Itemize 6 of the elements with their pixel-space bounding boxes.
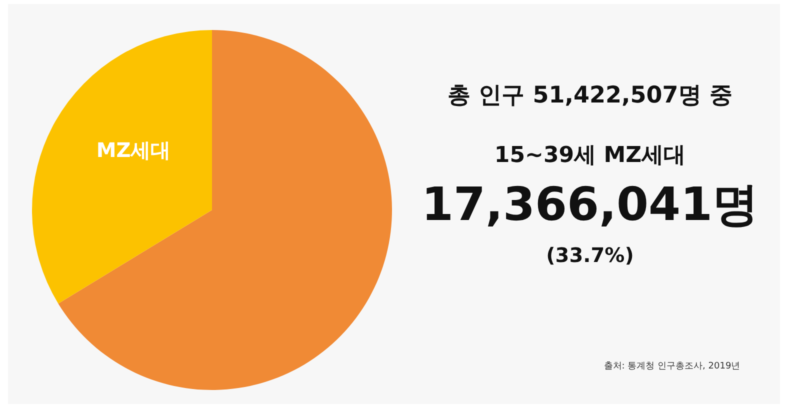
text: (33.7%) bbox=[546, 243, 634, 267]
text: 17,366,041명 bbox=[421, 176, 759, 233]
text: 15~39세 MZ세대 bbox=[494, 142, 686, 170]
slice-label: MZ세대 bbox=[96, 138, 171, 162]
text: 총 인구 51,422,507명 중 bbox=[448, 82, 732, 110]
source-note: 출처: 통계청 인구총조사, 2019년 bbox=[604, 360, 740, 372]
